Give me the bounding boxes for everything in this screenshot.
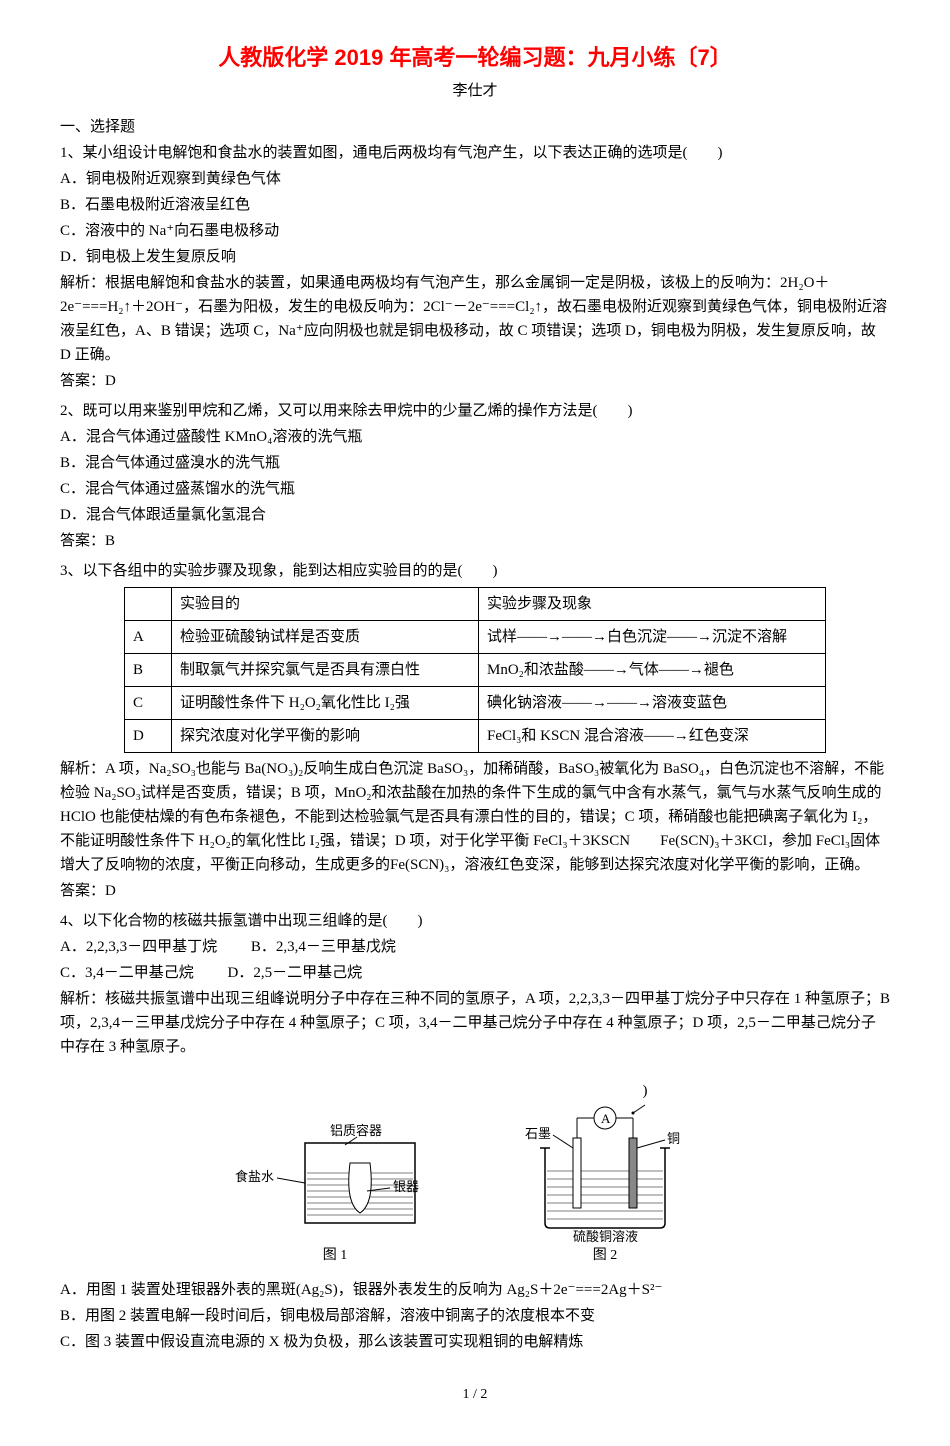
- table-row: B 制取氯气并探究氯气是否具有漂白性 MnO₂和浓盐酸――→气体――→褪色: [125, 654, 826, 687]
- row-letter: B: [125, 654, 172, 687]
- header-blank: [125, 588, 172, 621]
- q1-answer: 答案：D: [60, 369, 890, 393]
- q4-analysis: 解析：核磁共振氢谱中出现三组峰说明分子中存在三种不同的氢原子，A 项，2,2,3…: [60, 987, 890, 1059]
- row-steps: 试样――→――→白色沉淀――→沉淀不溶解: [479, 621, 826, 654]
- figure-1: 食盐水 铝质容器 银器 图 1: [235, 1113, 435, 1267]
- fig1-label-ag: 银器: [393, 1179, 419, 1194]
- q5-paren: ): [643, 1083, 648, 1099]
- page-title: 人教版化学 2019 年高考一轮编习题：九月小练〔7〕: [60, 40, 890, 75]
- fig1-label-al: 铝质容器: [330, 1123, 382, 1138]
- row-steps: MnO₂和浓盐酸――→气体――→褪色: [479, 654, 826, 687]
- q2-optA: A．混合气体通过盛酸性 KMnO₄溶液的洗气瓶: [60, 425, 890, 449]
- table-row: A 检验亚硫酸钠试样是否变质 试样――→――→白色沉淀――→沉淀不溶解: [125, 621, 826, 654]
- table-header-row: 实验目的 实验步骤及现象: [125, 588, 826, 621]
- q1-optA: A．铜电极附近观察到黄绿色气体: [60, 167, 890, 191]
- fig1-svg: 食盐水 铝质容器 银器: [235, 1113, 435, 1243]
- q4-optB: B．2,3,4－三甲基戊烷: [251, 939, 396, 955]
- q3-answer: 答案：D: [60, 879, 890, 903]
- q1-stem: 1、某小组设计电解饱和食盐水的装置如图，通电后两极均有气泡产生，以下表达正确的选…: [60, 141, 890, 165]
- table-row: D 探究浓度对化学平衡的影响 FeCl₃和 KSCN 混合溶液――→红色变深: [125, 720, 826, 753]
- row-steps: 碘化钠溶液――→――→溶液变蓝色: [479, 687, 826, 720]
- figures-container: ) 食盐水: [60, 1069, 890, 1267]
- row-purpose: 检验亚硫酸钠试样是否变质: [172, 621, 479, 654]
- q3-analysis: 解析：A 项，Na₂SO₃也能与 Ba(NO₃)₂反响生成白色沉淀 BaSO₃，…: [60, 757, 890, 877]
- row-letter: D: [125, 720, 172, 753]
- q4-opts-line1: A．2,2,3,3－四甲基丁烷 B．2,3,4－三甲基戊烷: [60, 935, 890, 959]
- q5-optB: B．用图 2 装置电解一段时间后，铜电极局部溶解，溶液中铜离子的浓度根本不变: [60, 1304, 890, 1328]
- section-heading: 一、选择题: [60, 115, 890, 139]
- q2-optB: B．混合气体通过盛溴水的洗气瓶: [60, 451, 890, 475]
- fig2-label-graphite: 石墨: [525, 1126, 551, 1141]
- q3-table: 实验目的 实验步骤及现象 A 检验亚硫酸钠试样是否变质 试样――→――→白色沉淀…: [124, 587, 826, 753]
- row-purpose: 探究浓度对化学平衡的影响: [172, 720, 479, 753]
- row-letter: A: [125, 621, 172, 654]
- row-purpose: 证明酸性条件下 H₂O₂氧化性比 I₂强: [172, 687, 479, 720]
- q4-stem: 4、以下化合物的核磁共振氢谱中出现三组峰的是( ): [60, 909, 890, 933]
- q2-stem: 2、既可以用来鉴别甲烷和乙烯，又可以用来除去甲烷中的少量乙烯的操作方法是( ): [60, 399, 890, 423]
- q3-stem: 3、以下各组中的实验步骤及现象，能到达相应实验目的的是( ): [60, 559, 890, 583]
- q1-optC: C．溶液中的 Na⁺向石墨电极移动: [60, 219, 890, 243]
- figure-2: A 石墨 铜 硫酸铜溶液 图 2: [495, 1093, 715, 1267]
- q4-optD: D．2,5－二甲基己烷: [228, 965, 363, 981]
- row-letter: C: [125, 687, 172, 720]
- page-number: 1 / 2: [60, 1384, 890, 1406]
- q1-analysis: 解析：根据电解饱和食盐水的装置，如果通电两极均有气泡产生，那么金属铜一定是阴极，…: [60, 271, 890, 367]
- fig2-svg: A 石墨 铜 硫酸铜溶液: [495, 1093, 715, 1243]
- fig2-caption: 图 2: [495, 1245, 715, 1267]
- header-steps: 实验步骤及现象: [479, 588, 826, 621]
- fig1-caption: 图 1: [235, 1245, 435, 1267]
- row-purpose: 制取氯气并探究氯气是否具有漂白性: [172, 654, 479, 687]
- author: 李仕才: [60, 79, 890, 103]
- q5-optA: A．用图 1 装置处理银器外表的黑斑(Ag₂S)，银器外表发生的反响为 Ag₂S…: [60, 1278, 890, 1302]
- q5-optC: C．图 3 装置中假设直流电源的 X 极为负极，那么该装置可实现粗铜的电解精炼: [60, 1330, 890, 1354]
- q4-optA: A．2,2,3,3－四甲基丁烷: [60, 939, 217, 955]
- row-steps: FeCl₃和 KSCN 混合溶液――→红色变深: [479, 720, 826, 753]
- fig2-label-solution: 硫酸铜溶液: [573, 1229, 638, 1243]
- q1-optD: D．铜电极上发生复原反响: [60, 245, 890, 269]
- q1-optB: B．石墨电极附近溶液呈红色: [60, 193, 890, 217]
- fig2-label-copper: 铜: [667, 1131, 680, 1146]
- q4-optC: C．3,4－二甲基己烷: [60, 965, 194, 981]
- q4-opts-line2: C．3,4－二甲基己烷 D．2,5－二甲基己烷: [60, 961, 890, 985]
- fig1-label-saltwater: 食盐水: [235, 1169, 274, 1184]
- q2-answer: 答案：B: [60, 529, 890, 553]
- fig2-ammeter-label: A: [601, 1111, 611, 1126]
- header-purpose: 实验目的: [172, 588, 479, 621]
- q2-optD: D．混合气体跟适量氯化氢混合: [60, 503, 890, 527]
- table-row: C 证明酸性条件下 H₂O₂氧化性比 I₂强 碘化钠溶液――→――→溶液变蓝色: [125, 687, 826, 720]
- q2-optC: C．混合气体通过盛蒸馏水的洗气瓶: [60, 477, 890, 501]
